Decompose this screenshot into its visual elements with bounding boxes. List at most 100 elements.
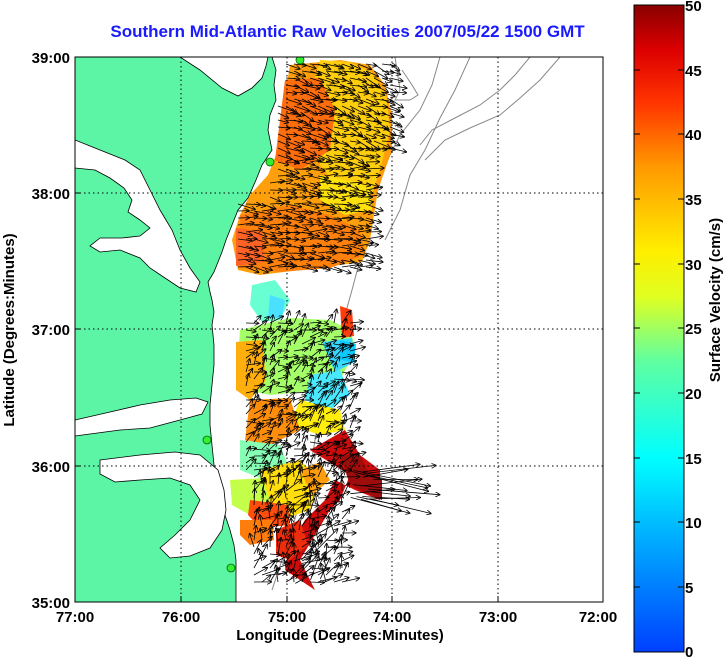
velocity-vector (293, 434, 299, 443)
velocity-vector (301, 338, 315, 345)
x-tick-label: 76:00 (162, 609, 200, 626)
velocity-vector (245, 359, 250, 373)
velocity-vector (253, 510, 257, 527)
velocity-vector (285, 510, 291, 527)
velocity-vector (341, 260, 353, 262)
velocity-vector (285, 203, 301, 207)
velocity-vector (317, 416, 323, 429)
velocity-vector (333, 140, 349, 146)
velocity-vector (301, 246, 316, 247)
velocity-vector (261, 372, 266, 387)
velocity-vector (317, 162, 332, 163)
velocity-vector (333, 134, 346, 136)
velocity-vector (237, 245, 253, 249)
velocity-vector (333, 225, 345, 227)
velocity-vector (293, 126, 310, 134)
velocity-vector (341, 119, 353, 124)
velocity-vector (325, 224, 341, 229)
velocity-vector (253, 553, 262, 569)
velocity-vector (293, 175, 304, 179)
velocity-vector (253, 266, 268, 272)
velocity-vector (285, 168, 299, 173)
velocity-vector (333, 245, 351, 249)
velocity-vector (285, 92, 296, 94)
colorbar-tick-label: 50 (685, 0, 702, 15)
velocity-vector (349, 98, 362, 103)
x-tick-label: 75:00 (268, 609, 306, 626)
velocity-vector (349, 126, 362, 136)
velocity-vector (309, 183, 320, 185)
x-tick-labels: 77:00 76:00 75:00 74:00 73:00 72:00 (56, 609, 617, 626)
velocity-vector (293, 140, 304, 145)
velocity-vector (357, 202, 373, 204)
velocity-vector (325, 126, 340, 135)
velocity-vector (365, 252, 382, 258)
velocity-vector (349, 322, 363, 323)
velocity-vector (293, 377, 299, 387)
velocity-vector (357, 119, 370, 127)
velocity-vector (341, 552, 352, 554)
velocity-vector (245, 459, 256, 471)
velocity-vector (309, 119, 321, 123)
velocity-vector (373, 148, 387, 150)
velocity-vector (350, 489, 394, 495)
velocity-vector (309, 196, 321, 197)
velocity-vector (277, 147, 290, 153)
velocity-vector (285, 140, 300, 147)
velocity-vector (285, 105, 297, 113)
velocity-vector (285, 480, 301, 492)
velocity-vector (333, 266, 351, 273)
velocity-vector (269, 403, 274, 415)
velocity-vector (357, 211, 372, 213)
velocity-vector (317, 77, 334, 83)
velocity-vector (309, 464, 322, 471)
velocity-vector (293, 488, 307, 492)
velocity-vector (277, 197, 292, 198)
velocity-vector (269, 343, 274, 352)
colorbar-tick-label: 30 (685, 257, 702, 274)
velocity-vector (365, 187, 382, 191)
velocity-vector (325, 348, 335, 351)
velocity-vector (365, 210, 378, 214)
velocity-vector (325, 231, 336, 232)
velocity-vector (309, 64, 327, 66)
velocity-vector (365, 91, 376, 96)
velocity-vector (349, 70, 367, 74)
velocity-vector (269, 559, 277, 569)
delaware-bay (179, 57, 269, 97)
velocity-vector (325, 477, 343, 485)
velocity-vector (381, 77, 392, 82)
velocity-vector (253, 252, 270, 259)
velocity-vector (269, 232, 282, 234)
velocity-vector (269, 257, 284, 261)
velocity-vector (319, 558, 329, 580)
velocity-vector (322, 574, 342, 584)
velocity-vector (373, 133, 385, 138)
velocity-vector (261, 438, 272, 443)
velocity-vectors (237, 64, 439, 584)
velocity-vector (293, 70, 305, 76)
velocity-vector (285, 225, 299, 227)
velocity-vector (349, 379, 364, 380)
velocity-vector (357, 98, 374, 105)
velocity-vector (309, 77, 323, 82)
velocity-vector (362, 464, 420, 473)
velocity-vector (309, 326, 320, 331)
velocity-vector (357, 183, 370, 186)
velocity-vector (317, 91, 328, 96)
velocity-vector (293, 357, 307, 359)
velocity-vector (286, 371, 289, 387)
albemarle-sound (75, 397, 209, 437)
y-tick-label: 39:00 (32, 50, 70, 67)
velocity-vector (357, 225, 369, 227)
velocity-vector (285, 182, 301, 186)
velocity-vector (309, 229, 326, 233)
velocity-vector (325, 211, 336, 213)
velocity-vector (325, 105, 336, 109)
velocity-vector (333, 578, 349, 583)
velocity-vector (373, 70, 387, 78)
velocity-vector (302, 314, 305, 324)
velocity-vector (267, 501, 270, 520)
velocity-vector (277, 538, 281, 555)
velocity-vector (373, 113, 385, 114)
